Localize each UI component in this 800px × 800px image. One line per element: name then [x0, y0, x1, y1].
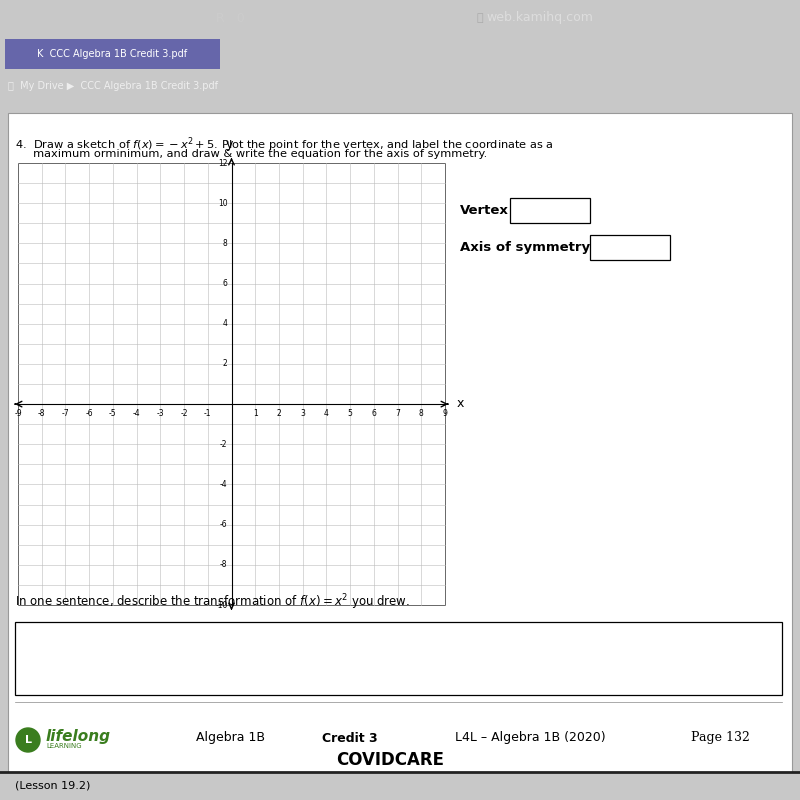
Text: 10: 10 — [218, 198, 227, 208]
Text: -6: -6 — [220, 520, 227, 529]
Text: -7: -7 — [62, 409, 70, 418]
Bar — [0, 773, 800, 800]
Text: -8: -8 — [38, 409, 46, 418]
Text: -2: -2 — [180, 409, 188, 418]
Text: 8: 8 — [222, 239, 227, 248]
Text: Vertex: Vertex — [460, 203, 509, 217]
Text: (Lesson 19.2): (Lesson 19.2) — [15, 781, 90, 791]
Text: L4L – Algebra 1B (2020): L4L – Algebra 1B (2020) — [454, 731, 606, 745]
Text: 7: 7 — [395, 409, 400, 418]
Text: R   0: R 0 — [216, 11, 244, 25]
Text: y: y — [226, 138, 233, 151]
Text: Credit 3: Credit 3 — [322, 731, 378, 745]
Text: 2: 2 — [277, 409, 282, 418]
Text: 8: 8 — [419, 409, 424, 418]
Text: 12: 12 — [218, 158, 227, 167]
Text: -9: -9 — [14, 409, 22, 418]
Text: x: x — [457, 397, 464, 410]
Text: Page 132: Page 132 — [690, 731, 750, 745]
Text: 1: 1 — [253, 409, 258, 418]
Text: -5: -5 — [109, 409, 117, 418]
Bar — [590, 235, 670, 260]
Text: maximum orminimum, and draw & write the equation for the axis of symmetry.: maximum orminimum, and draw & write the … — [15, 149, 487, 159]
Text: 6: 6 — [222, 279, 227, 288]
Text: 4.  Draw a sketch of $f(x) = -x^2 + 5$. Plot the point for the vertex, and label: 4. Draw a sketch of $f(x) = -x^2 + 5$. P… — [15, 135, 554, 154]
Text: 9: 9 — [442, 409, 447, 418]
Text: lifelong: lifelong — [46, 729, 111, 743]
Text: -6: -6 — [86, 409, 93, 418]
Text: 3: 3 — [300, 409, 305, 418]
Text: 🔒  My Drive ▶  CCC Algebra 1B Credit 3.pdf: 🔒 My Drive ▶ CCC Algebra 1B Credit 3.pdf — [8, 81, 218, 91]
Text: L: L — [25, 735, 31, 745]
Text: 2: 2 — [222, 359, 227, 369]
Text: -1: -1 — [204, 409, 211, 418]
Text: 4: 4 — [222, 319, 227, 328]
Text: -2: -2 — [220, 440, 227, 449]
Bar — [15, 622, 782, 695]
Text: K  CCC Algebra 1B Credit 3.pdf: K CCC Algebra 1B Credit 3.pdf — [37, 49, 187, 59]
Text: Axis of symmetry: Axis of symmetry — [460, 241, 590, 254]
Text: -10: -10 — [215, 601, 227, 610]
Text: 🔒: 🔒 — [477, 13, 483, 23]
Text: -4: -4 — [220, 480, 227, 489]
Text: COVIDCARE: COVIDCARE — [336, 751, 444, 769]
Text: In one sentence, describe the transformation of $f(x) = x^2$ you drew.: In one sentence, describe the transforma… — [15, 592, 410, 612]
Text: LEARNING: LEARNING — [46, 743, 82, 749]
Text: 5: 5 — [348, 409, 353, 418]
Bar — [5, 39, 220, 69]
Text: -3: -3 — [157, 409, 164, 418]
Text: Algebra 1B: Algebra 1B — [195, 731, 265, 745]
Bar — [510, 198, 590, 223]
Bar — [18, 163, 445, 605]
Text: -8: -8 — [220, 560, 227, 570]
Text: 6: 6 — [371, 409, 376, 418]
Text: 4: 4 — [324, 409, 329, 418]
Circle shape — [16, 728, 40, 752]
Text: web.kamihq.com: web.kamihq.com — [486, 11, 594, 25]
Text: -4: -4 — [133, 409, 141, 418]
